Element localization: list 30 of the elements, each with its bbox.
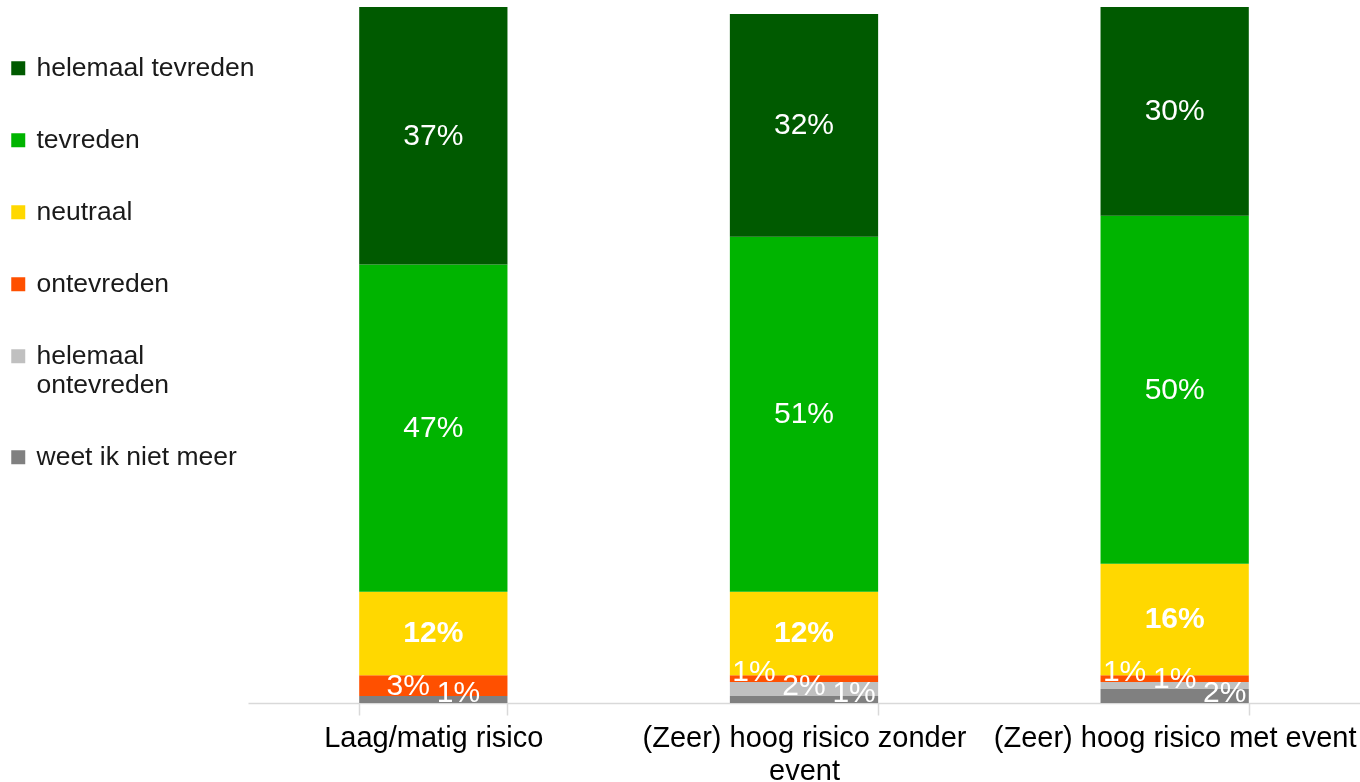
data-label: 47% <box>403 410 464 444</box>
x-tick-label: (Zeer) hoog risico met event <box>993 720 1357 753</box>
data-label: 50% <box>1144 371 1205 405</box>
data-label: 51% <box>773 396 835 430</box>
data-label: 1% <box>732 654 776 688</box>
data-label: 12% <box>403 615 464 649</box>
bar <box>359 264 508 592</box>
bar <box>359 591 508 676</box>
data-label: 12% <box>773 615 835 649</box>
data-label: 3% <box>386 668 430 702</box>
legend-label: tevreden <box>36 124 140 155</box>
legend-label: ontevreden <box>36 268 170 299</box>
bar <box>1100 7 1249 216</box>
data-label: 30% <box>1144 93 1205 127</box>
x-tick-label: Laag/matig risico <box>324 720 544 753</box>
legend-label: neutraal <box>36 196 133 227</box>
data-label: 1% <box>1102 654 1147 688</box>
x-tick-label: (Zeer) hoog risico zonder event <box>642 720 967 782</box>
legend-label: weet ik niet meer <box>35 441 237 472</box>
bar <box>729 13 879 237</box>
data-label: 16% <box>1144 601 1205 635</box>
bar <box>359 7 508 265</box>
legend-label: helemaal ontevreden <box>36 340 170 399</box>
legend-label: helemaal tevreden <box>36 52 255 83</box>
data-label: 37% <box>403 117 464 151</box>
bar <box>729 236 879 592</box>
bar <box>1100 215 1249 564</box>
data-label: 32% <box>773 107 835 141</box>
data-label: 1% <box>436 675 481 708</box>
data-label: 2% <box>1203 675 1247 708</box>
